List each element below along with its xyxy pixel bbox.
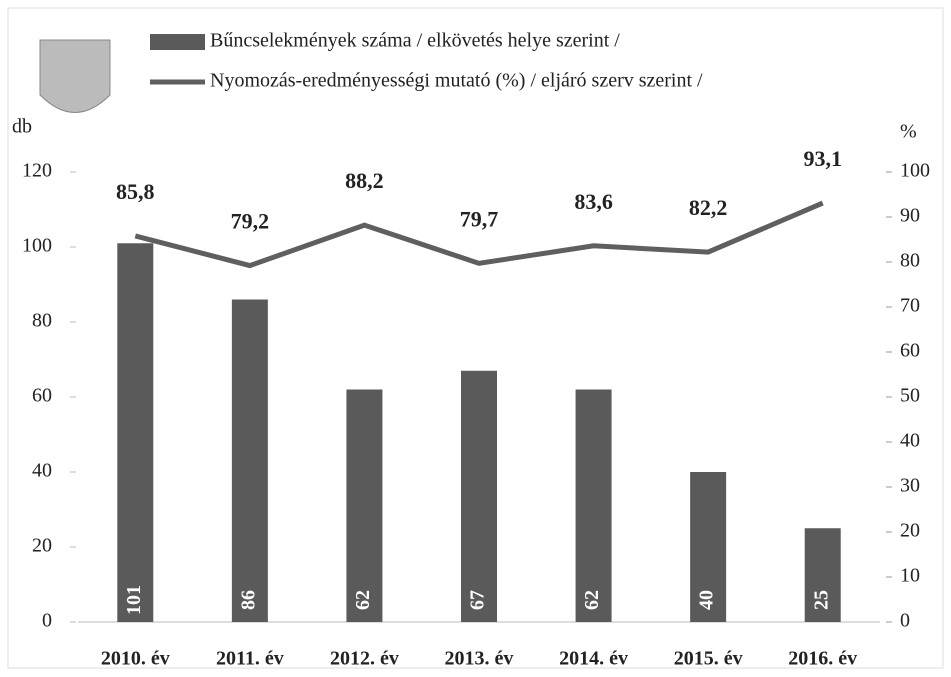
y2-tick-label: 90 <box>900 205 920 227</box>
y2-tick-label: 0 <box>900 610 910 632</box>
bar <box>576 390 612 623</box>
bar-value-label: 67 <box>467 590 489 610</box>
line-value-label: 82,2 <box>689 195 728 220</box>
y-tick-label: 60 <box>32 385 52 407</box>
bar <box>346 390 382 623</box>
x-tick-label: 2011. év <box>216 648 284 670</box>
y-axis-label: db <box>12 116 32 138</box>
bar-value-label: 86 <box>237 590 259 610</box>
y-tick-label: 40 <box>32 460 52 482</box>
chart: db % 0 20 40 60 80 100 120 0 10 20 30 40 50 60 70 80 90 1… <box>0 0 951 677</box>
y2-tick-label: 40 <box>900 430 920 452</box>
bar-value-label: 62 <box>581 590 603 610</box>
y2-tick-label: 30 <box>900 475 920 497</box>
y-tick-label: 80 <box>32 310 52 332</box>
x-tick-label: 2014. év <box>559 648 628 670</box>
y2-tick-label: 10 <box>900 565 920 587</box>
y2-tick-label: 70 <box>900 295 920 317</box>
bar <box>232 300 268 623</box>
legend-label: Nyomozás-eredményességi mutató (%) / elj… <box>210 70 703 92</box>
y2-tick-label: 50 <box>900 385 920 407</box>
x-tick-label: 2016. év <box>788 648 857 670</box>
legend-swatch <box>150 34 205 50</box>
line-value-label: 88,2 <box>345 168 384 193</box>
bar <box>461 371 497 622</box>
y2-tick-label: 20 <box>900 520 920 542</box>
y-tick-label: 20 <box>32 535 52 557</box>
y2-axis-label: % <box>900 121 917 143</box>
bar <box>117 243 153 622</box>
x-tick-label: 2013. év <box>445 648 514 670</box>
x-tick-label: 2015. év <box>674 648 743 670</box>
y-tick-label: 0 <box>42 610 52 632</box>
bar-value-label: 25 <box>810 590 832 610</box>
y2-tick-label: 100 <box>900 160 930 182</box>
y-tick-label: 100 <box>22 235 52 257</box>
y2-tick-label: 60 <box>900 340 920 362</box>
line-value-label: 85,8 <box>116 179 155 204</box>
y2-tick-label: 80 <box>900 250 920 272</box>
x-tick-label: 2012. év <box>330 648 399 670</box>
logo <box>40 40 110 113</box>
y-tick-label: 120 <box>22 160 52 182</box>
bar-value-label: 40 <box>696 590 718 610</box>
line-value-label: 79,2 <box>231 209 270 234</box>
legend-label: Bűncselekmények száma / elkövetés helye … <box>210 30 620 52</box>
line-value-label: 79,7 <box>460 206 499 231</box>
x-tick-label: 2010. év <box>101 648 170 670</box>
line-value-label: 83,6 <box>574 189 613 214</box>
bar-value-label: 62 <box>352 590 374 610</box>
line-value-label: 93,1 <box>803 146 842 171</box>
bar-value-label: 101 <box>123 585 145 615</box>
